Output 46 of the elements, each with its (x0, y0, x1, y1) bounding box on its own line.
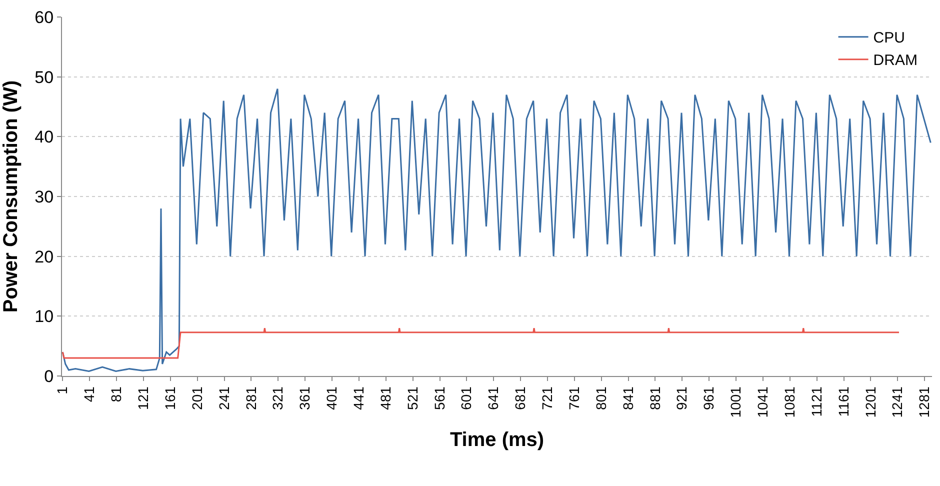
x-tick-label: 281 (242, 386, 259, 410)
y-axis-title: Power Consumption (W) (0, 80, 22, 313)
y-tick-label: 20 (34, 247, 54, 266)
x-tick-label: 1 (54, 386, 70, 394)
x-tick-label: 401 (324, 386, 340, 410)
x-tick-label: 1001 (728, 386, 744, 418)
y-tick-label: 0 (44, 366, 54, 386)
x-tick-label: 161 (162, 386, 178, 410)
x-tick-label: 41 (81, 386, 98, 402)
x-tick-label: 681 (512, 386, 528, 410)
x-tick-label: 1121 (808, 386, 824, 417)
x-tick-label: 721 (539, 386, 556, 410)
x-tick-label: 521 (404, 386, 420, 410)
x-tick-label: 1161 (835, 386, 852, 417)
x-tick-label: 1081 (781, 386, 798, 418)
y-tick-label: 60 (34, 8, 54, 27)
x-tick-label: 241 (216, 386, 232, 410)
x-tick-label: 1041 (754, 386, 771, 418)
x-tick-label: 601 (458, 386, 474, 410)
x-tick-label: 881 (646, 386, 663, 410)
x-tick-label: 1281 (916, 386, 932, 418)
line-series (62, 88, 932, 372)
legend-label: CPU (873, 30, 905, 47)
y-tick-label: 30 (34, 187, 54, 206)
x-tick-label: 201 (188, 386, 205, 410)
x-tick-label: 121 (135, 386, 152, 410)
x-tick-label: 961 (700, 386, 717, 410)
x-tick-label: 481 (377, 386, 394, 410)
y-tick-label: 40 (34, 128, 54, 147)
x-tick-label: 1201 (862, 386, 878, 418)
x-tick-label: 361 (296, 386, 313, 410)
y-tick-label: 10 (34, 307, 54, 326)
legend-label: DRAM (873, 52, 918, 70)
x-axis-title: Time (ms) (450, 429, 544, 451)
x-tick-label: 561 (431, 386, 448, 410)
x-tick-label: 321 (270, 386, 286, 410)
x-tick-label: 801 (592, 386, 609, 410)
x-tick-label: 1241 (889, 386, 906, 418)
x-tick-label: 81 (108, 386, 124, 402)
y-tick-label: 50 (34, 68, 54, 87)
x-tick-label: 841 (620, 386, 636, 410)
line-series (62, 327, 900, 359)
x-tick-label: 921 (674, 386, 690, 410)
x-tick-label: 761 (566, 386, 582, 410)
x-tick-label: 441 (350, 386, 367, 410)
x-tick-label: 641 (485, 386, 502, 410)
